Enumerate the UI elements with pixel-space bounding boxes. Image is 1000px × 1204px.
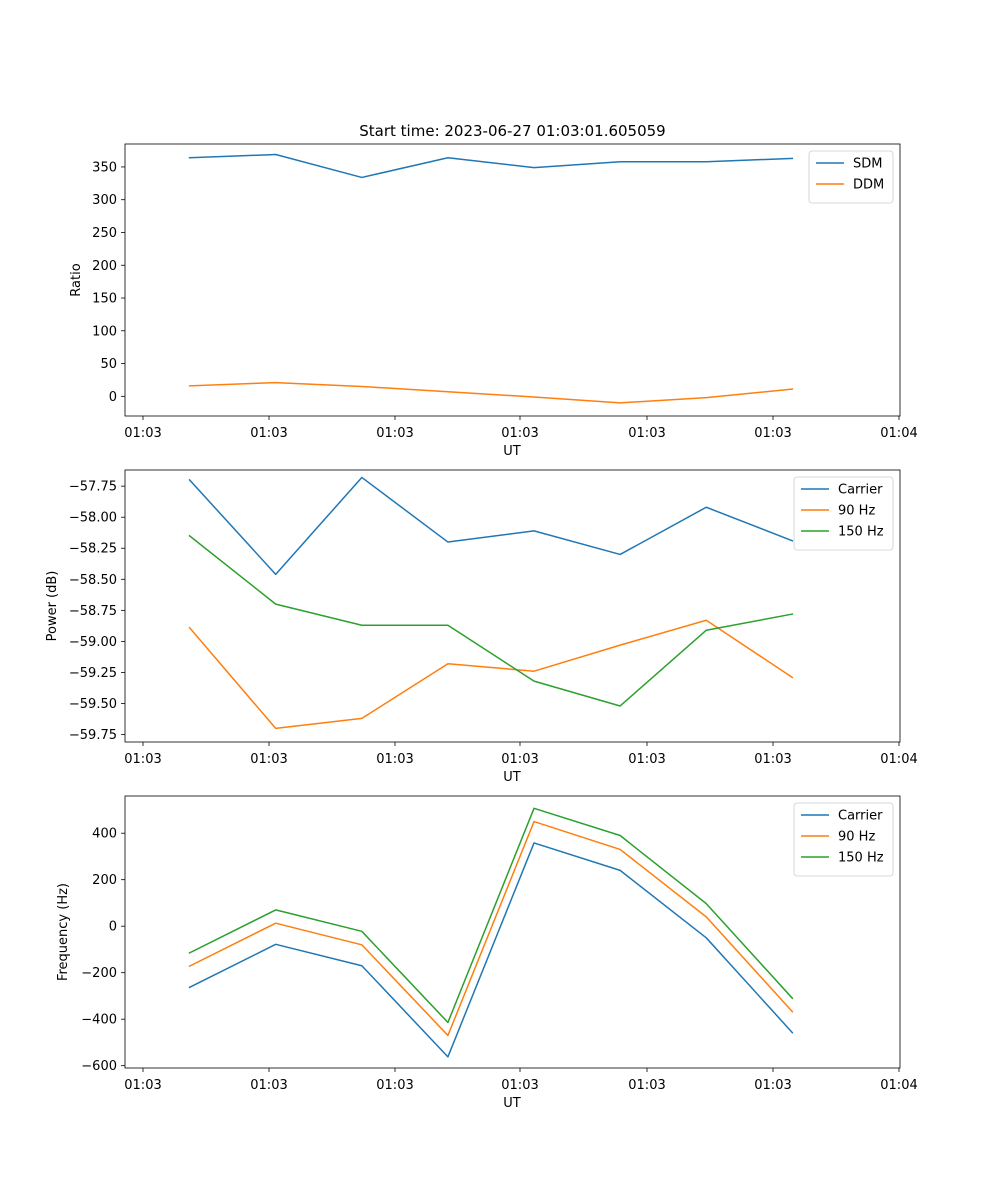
legend-box: [808, 150, 894, 204]
x-tick-label: 01:04: [880, 752, 917, 767]
series-line-1: [188, 842, 794, 1058]
x-axis-label: UT: [503, 770, 521, 785]
x-axis-label: UT: [503, 1096, 521, 1111]
x-tick-label: 01:03: [628, 426, 665, 441]
series-line-2: [188, 820, 794, 1037]
legend-entry: DDM: [853, 178, 884, 193]
legend: Carrier 90 Hz 150 Hz: [793, 802, 894, 877]
y-tick-label: 100: [92, 324, 117, 339]
y-tick-label: −59.00: [69, 635, 117, 650]
legend-entry: 90 Hz: [838, 830, 875, 845]
x-axis-label: UT: [503, 444, 521, 459]
y-tick-label: −58.75: [69, 604, 117, 619]
x-tick-label: 01:03: [754, 1078, 791, 1093]
x-tick-label: 01:03: [628, 752, 665, 767]
x-tick-label: 01:03: [124, 426, 161, 441]
y-tick-label: 250: [92, 226, 117, 241]
y-tick-label: −59.25: [69, 666, 117, 681]
x-tick-label: 01:03: [124, 752, 161, 767]
x-tick-label: 01:03: [124, 1078, 161, 1093]
x-tick-label: 01:03: [250, 752, 287, 767]
series-group: [188, 153, 794, 404]
chart-panel-3: 01:03 01:03 01:03 01:03 01:03 01:03 01:04 −600 −…: [56, 795, 918, 1111]
series-group: [188, 807, 794, 1058]
y-tick-label: −200: [81, 966, 117, 981]
legend-entry: Carrier: [838, 809, 883, 824]
y-tick-label: −59.50: [69, 697, 117, 712]
legend-entry: Carrier: [838, 483, 883, 498]
x-tick-label: 01:03: [501, 426, 538, 441]
y-tick-label: 0: [109, 920, 117, 935]
legend-entry: SDM: [853, 157, 882, 172]
x-tick-label: 01:03: [501, 1078, 538, 1093]
series-line-3: [188, 807, 794, 1024]
y-tick-label: −600: [81, 1059, 117, 1074]
axes-frame: [124, 795, 901, 1069]
x-tick-label: 01:03: [754, 752, 791, 767]
y-tick-label: 200: [92, 259, 117, 274]
chart-panel-2: 01:03 01:03 01:03 01:03 01:03 01:03 01:04 −59.7…: [45, 469, 918, 785]
x-tick-label: 01:03: [376, 426, 413, 441]
series-line-1: [188, 153, 794, 179]
y-tick-label: 400: [92, 827, 117, 842]
y-axis-label: Ratio: [69, 263, 84, 296]
y-tick-label: 350: [92, 160, 117, 175]
y-tick-label: 0: [109, 390, 117, 405]
series-line-3: [188, 534, 794, 707]
x-tick-label: 01:03: [501, 752, 538, 767]
y-tick-label: −400: [81, 1013, 117, 1028]
y-axis-label: Power (dB): [45, 571, 60, 642]
series-line-2: [188, 619, 794, 730]
y-tick-label: 50: [100, 357, 117, 372]
legend: SDM DDM: [808, 150, 894, 204]
figure-title: Start time: 2023-06-27 01:03:01.605059: [359, 122, 665, 140]
chart-panel-1: 01:03 01:03 01:03 01:03 01:03 01:03 01:04 0 50 10…: [69, 143, 918, 459]
y-tick-label: −58.50: [69, 573, 117, 588]
y-tick-label: 150: [92, 292, 117, 307]
legend: Carrier 90 Hz 150 Hz: [793, 476, 894, 551]
axes-frame: [124, 143, 901, 417]
x-tick-label: 01:03: [250, 1078, 287, 1093]
series-line-2: [188, 381, 794, 404]
legend-entry: 90 Hz: [838, 504, 875, 519]
y-tick-label: −57.75: [69, 480, 117, 495]
x-tick-label: 01:04: [880, 1078, 917, 1093]
series-line-1: [188, 476, 794, 576]
y-tick-label: 300: [92, 193, 117, 208]
x-tick-label: 01:03: [628, 1078, 665, 1093]
series-group: [188, 476, 794, 730]
x-tick-label: 01:03: [250, 426, 287, 441]
x-tick-label: 01:03: [376, 1078, 413, 1093]
x-tick-label: 01:03: [754, 426, 791, 441]
x-tick-label: 01:03: [376, 752, 413, 767]
y-tick-label: −59.75: [69, 728, 117, 743]
y-axis-label: Frequency (Hz): [56, 883, 71, 981]
y-tick-label: −58.00: [69, 511, 117, 526]
y-tick-label: −58.25: [69, 542, 117, 557]
axes-frame: [124, 469, 901, 743]
legend-entry: 150 Hz: [838, 525, 884, 540]
x-tick-label: 01:04: [880, 426, 917, 441]
legend-entry: 150 Hz: [838, 851, 884, 866]
y-tick-label: 200: [92, 873, 117, 888]
